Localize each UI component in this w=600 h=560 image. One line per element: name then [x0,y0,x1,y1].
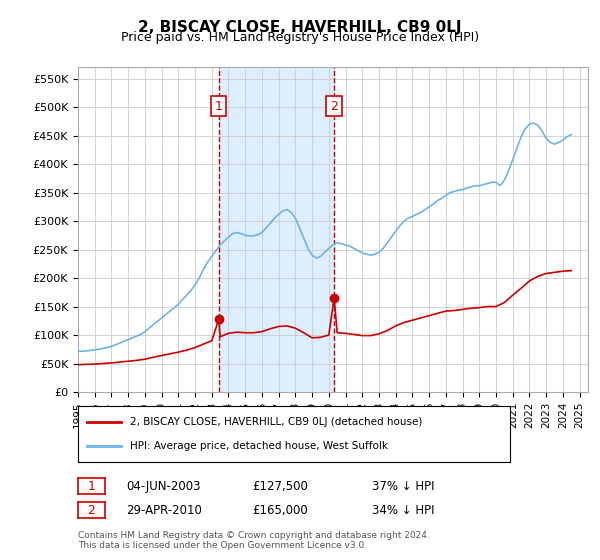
Text: Contains HM Land Registry data © Crown copyright and database right 2024.
This d: Contains HM Land Registry data © Crown c… [78,531,430,550]
Text: 1: 1 [215,100,223,113]
Text: £127,500: £127,500 [252,479,308,493]
Text: Price paid vs. HM Land Registry's House Price Index (HPI): Price paid vs. HM Land Registry's House … [121,31,479,44]
Text: 37% ↓ HPI: 37% ↓ HPI [372,479,434,493]
Bar [219,67,334,392]
Text: 2, BISCAY CLOSE, HAVERHILL, CB9 0LJ (detached house): 2, BISCAY CLOSE, HAVERHILL, CB9 0LJ (det… [130,417,422,427]
Text: 2, BISCAY CLOSE, HAVERHILL, CB9 0LJ: 2, BISCAY CLOSE, HAVERHILL, CB9 0LJ [138,20,462,35]
Text: 04-JUN-2003: 04-JUN-2003 [126,479,200,493]
Text: HPI: Average price, detached house, West Suffolk: HPI: Average price, detached house, West… [130,441,388,451]
Text: 2: 2 [330,100,338,113]
Text: 34% ↓ HPI: 34% ↓ HPI [372,503,434,517]
Text: £165,000: £165,000 [252,503,308,517]
Text: 29-APR-2010: 29-APR-2010 [126,503,202,517]
Text: 1: 1 [88,479,95,493]
Text: 2: 2 [88,503,95,517]
